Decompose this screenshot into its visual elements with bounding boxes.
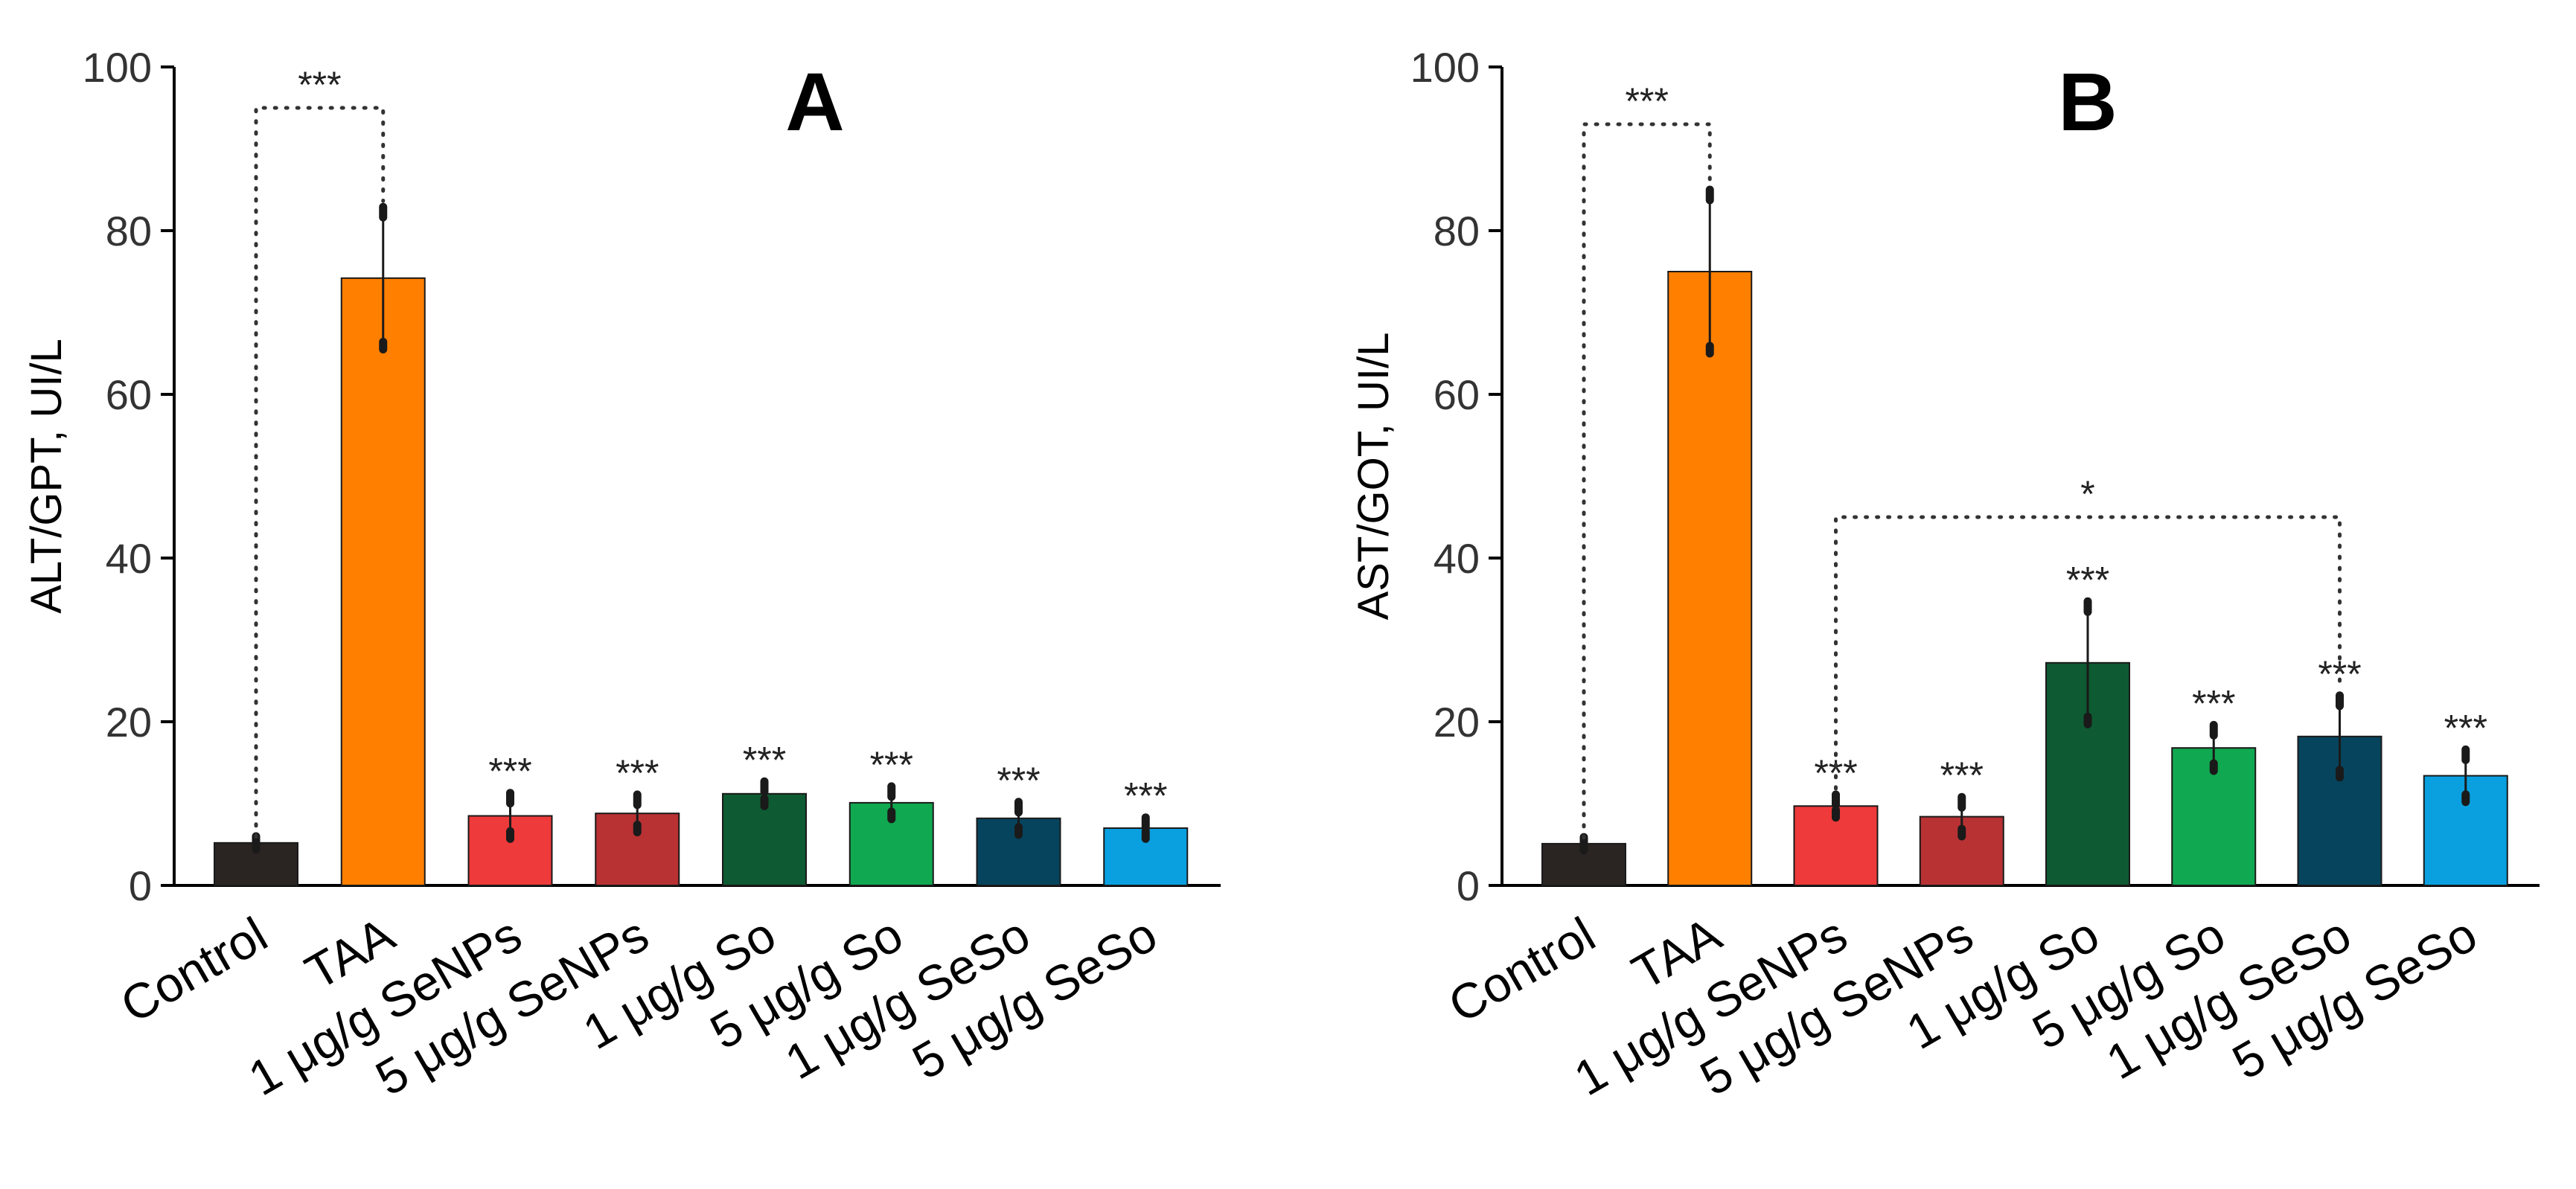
y-tick-label: 40 <box>1434 535 1480 582</box>
bracket-significance-marker: * <box>2080 473 2094 515</box>
panel-label: B <box>2058 57 2117 148</box>
significance-marker: *** <box>1940 754 1984 796</box>
significance-marker: *** <box>2066 559 2109 600</box>
y-tick-label: 20 <box>106 699 152 746</box>
y-tick-label: 40 <box>106 535 152 582</box>
significance-marker: *** <box>1124 775 1167 817</box>
bracket-significance-marker: *** <box>298 64 341 106</box>
significance-marker: *** <box>2192 682 2235 724</box>
y-tick-label: 60 <box>106 371 152 418</box>
bar-2 <box>1667 271 1753 886</box>
bar-3 <box>467 815 553 886</box>
significance-bracket <box>1582 122 1712 840</box>
bar-2 <box>340 277 426 886</box>
bracket-significance-marker: *** <box>1625 80 1668 122</box>
y-axis-title: AST/GOT, UI/L <box>1349 333 1398 621</box>
category-label: Control <box>1439 906 1604 1033</box>
significance-bracket <box>1834 515 2342 791</box>
significance-marker: *** <box>997 760 1040 801</box>
y-axis-title: ALT/GPT, UI/L <box>22 339 71 614</box>
y-tick-label: 0 <box>129 862 152 909</box>
significance-marker: *** <box>870 744 913 786</box>
y-tick-label: 60 <box>1434 371 1480 418</box>
y-tick-label: 80 <box>1434 208 1480 254</box>
significance-marker: *** <box>616 752 659 794</box>
y-tick-label: 100 <box>83 44 152 91</box>
y-tick-label: 100 <box>1410 44 1480 91</box>
y-tick-label: 0 <box>1457 862 1480 909</box>
y-tick-label: 20 <box>1434 699 1480 746</box>
category-label: Control <box>112 906 276 1033</box>
significance-marker: *** <box>2444 707 2487 749</box>
y-tick-label: 80 <box>106 208 152 254</box>
significance-marker: *** <box>743 739 786 781</box>
panel-label: A <box>785 57 844 148</box>
significance-bracket <box>254 106 386 839</box>
significance-marker: *** <box>488 751 531 792</box>
